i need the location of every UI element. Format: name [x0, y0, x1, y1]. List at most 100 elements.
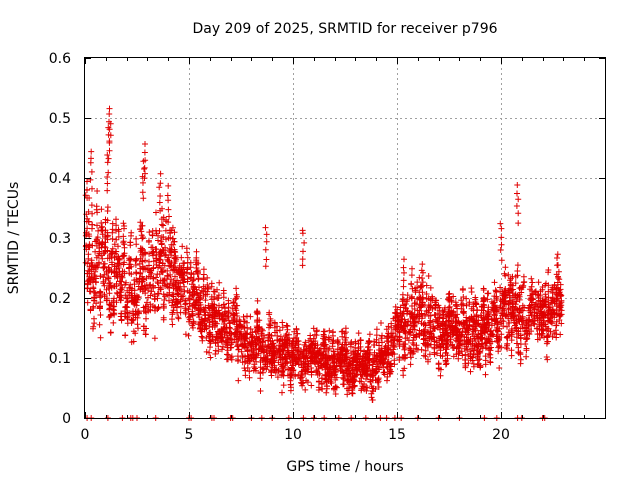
data-point — [206, 319, 213, 326]
data-point — [107, 282, 114, 289]
data-point — [207, 354, 214, 361]
data-point — [260, 369, 266, 376]
data-point — [302, 386, 309, 393]
data-point — [190, 324, 196, 331]
data-point — [375, 376, 382, 383]
data-point — [118, 294, 125, 301]
data-point — [326, 336, 333, 343]
data-point — [150, 282, 157, 289]
data-point — [276, 327, 283, 334]
data-point — [378, 320, 384, 326]
data-point — [316, 370, 323, 377]
data-point — [186, 303, 193, 310]
data-point — [290, 367, 297, 374]
y-tick-label: 0 — [62, 411, 71, 427]
data-point — [357, 347, 364, 354]
data-point — [171, 238, 178, 245]
data-point — [162, 227, 169, 234]
data-point — [82, 192, 89, 199]
data-point — [287, 387, 294, 394]
data-point — [376, 364, 383, 371]
data-point — [246, 368, 253, 375]
data-point — [142, 249, 149, 256]
data-point — [385, 338, 392, 344]
y-tick-label: 0.1 — [49, 351, 71, 367]
data-point — [184, 254, 191, 261]
data-point — [385, 323, 392, 330]
data-point — [234, 302, 241, 309]
data-point — [365, 343, 372, 350]
data-point — [286, 331, 292, 338]
data-point — [348, 341, 354, 348]
data-point — [86, 195, 93, 201]
data-point — [181, 283, 188, 290]
data-point — [153, 257, 160, 264]
data-point — [112, 248, 119, 255]
data-point — [128, 229, 135, 236]
data-point — [220, 294, 227, 301]
data-point — [115, 255, 122, 262]
data-point — [180, 293, 187, 299]
data-point — [109, 236, 116, 242]
data-point — [97, 312, 104, 318]
data-point — [97, 288, 104, 295]
data-point — [168, 249, 175, 256]
data-point — [259, 345, 266, 352]
y-tick-label: 0.2 — [49, 291, 71, 307]
data-point — [105, 275, 112, 282]
data-point — [332, 391, 339, 397]
data-point — [329, 329, 336, 336]
data-point — [323, 389, 330, 396]
data-point — [247, 313, 254, 320]
chart-title: Day 209 of 2025, SRMTID for receiver p79… — [192, 21, 497, 37]
data-point — [153, 209, 159, 216]
data-point — [110, 319, 117, 326]
data-point — [158, 221, 165, 228]
data-point — [177, 287, 184, 294]
data-point — [247, 326, 254, 332]
data-point — [233, 310, 240, 317]
data-point — [235, 356, 242, 363]
data-point — [104, 236, 111, 243]
data-point — [308, 382, 315, 389]
data-point — [244, 330, 251, 337]
data-point — [249, 329, 256, 336]
data-point — [133, 257, 140, 263]
data-point — [133, 235, 140, 242]
data-point — [85, 218, 92, 225]
data-point — [183, 245, 190, 252]
data-point — [332, 366, 339, 373]
data-point — [153, 274, 160, 281]
data-point — [180, 279, 187, 286]
data-point — [277, 333, 284, 340]
data-point — [329, 343, 336, 350]
data-point — [196, 284, 202, 291]
data-point — [304, 379, 311, 386]
data-point — [90, 297, 97, 304]
data-point — [139, 245, 145, 252]
data-point — [97, 299, 104, 306]
data-point — [115, 265, 122, 271]
data-point — [93, 300, 100, 307]
data-point — [111, 311, 118, 318]
data-point — [257, 388, 264, 394]
data-point — [154, 279, 161, 285]
x-axis-title: GPS time / hours — [286, 459, 403, 475]
data-point — [135, 309, 142, 316]
data-point — [238, 348, 245, 355]
data-point — [375, 384, 382, 390]
data-point — [373, 326, 380, 333]
data-point — [391, 344, 398, 351]
data-point — [124, 313, 131, 320]
data-point — [275, 367, 282, 373]
data-point — [159, 269, 166, 276]
data-point — [256, 317, 263, 324]
data-point — [366, 346, 373, 353]
data-point — [133, 302, 140, 309]
data-point — [379, 332, 385, 339]
data-point — [90, 323, 97, 330]
data-point — [195, 260, 201, 267]
data-point — [166, 284, 172, 291]
data-point — [88, 202, 95, 209]
